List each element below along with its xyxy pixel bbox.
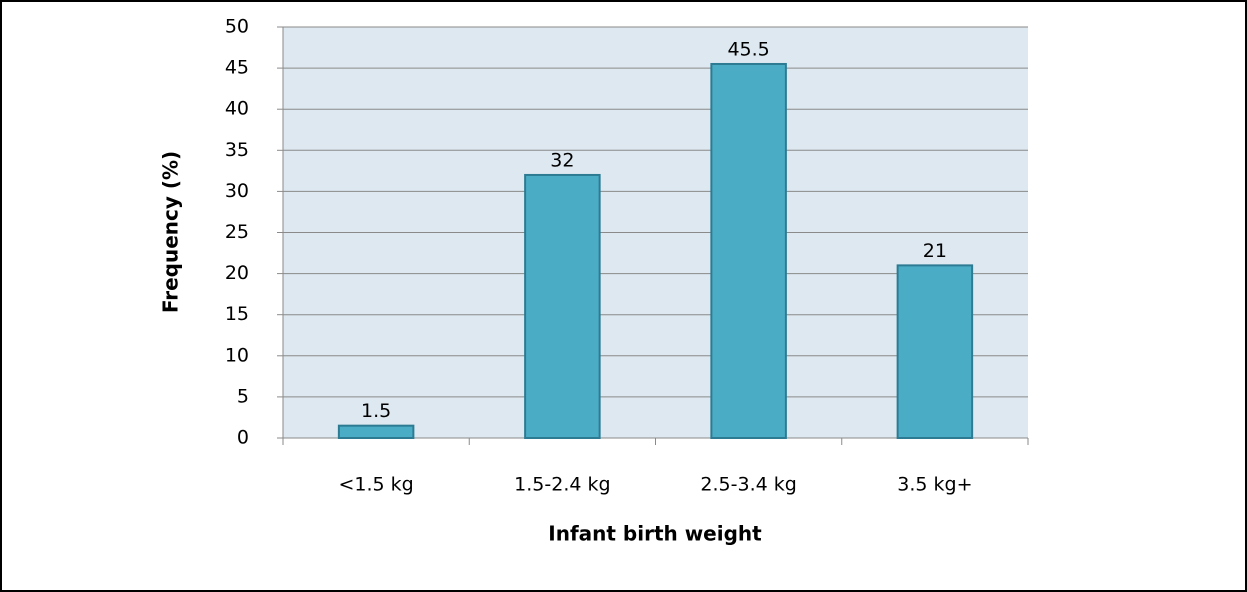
y-tick-label: 25 [225, 221, 249, 243]
y-tick-label: 35 [225, 139, 249, 161]
x-tick-label: 1.5-2.4 kg [514, 474, 610, 496]
bar [337, 424, 415, 440]
y-axis-title: Frequency (%) [159, 151, 183, 313]
data-label: 32 [550, 149, 574, 171]
x-tick-label: 3.5 kg+ [897, 474, 972, 496]
x-axis-title: Infant birth weight [548, 522, 762, 546]
y-tick-label: 50 [225, 16, 249, 38]
bar [710, 62, 787, 440]
x-tick-label: <1.5 kg [339, 474, 414, 496]
x-tick-label: 2.5-3.4 kg [700, 474, 796, 496]
y-tick-label: 20 [225, 262, 249, 284]
y-tick-label: 15 [225, 303, 249, 325]
y-tick-label: 40 [225, 98, 249, 120]
data-label: 21 [923, 240, 947, 262]
bar [524, 173, 601, 440]
bar [896, 264, 974, 439]
y-tick-label: 0 [237, 427, 249, 449]
y-tick-label: 30 [225, 180, 249, 202]
y-tick-label: 10 [225, 344, 249, 366]
data-label: 45.5 [727, 38, 769, 60]
y-tick-label: 45 [225, 57, 249, 79]
y-tick-label: 5 [237, 385, 249, 407]
data-label: 1.5 [361, 400, 391, 422]
